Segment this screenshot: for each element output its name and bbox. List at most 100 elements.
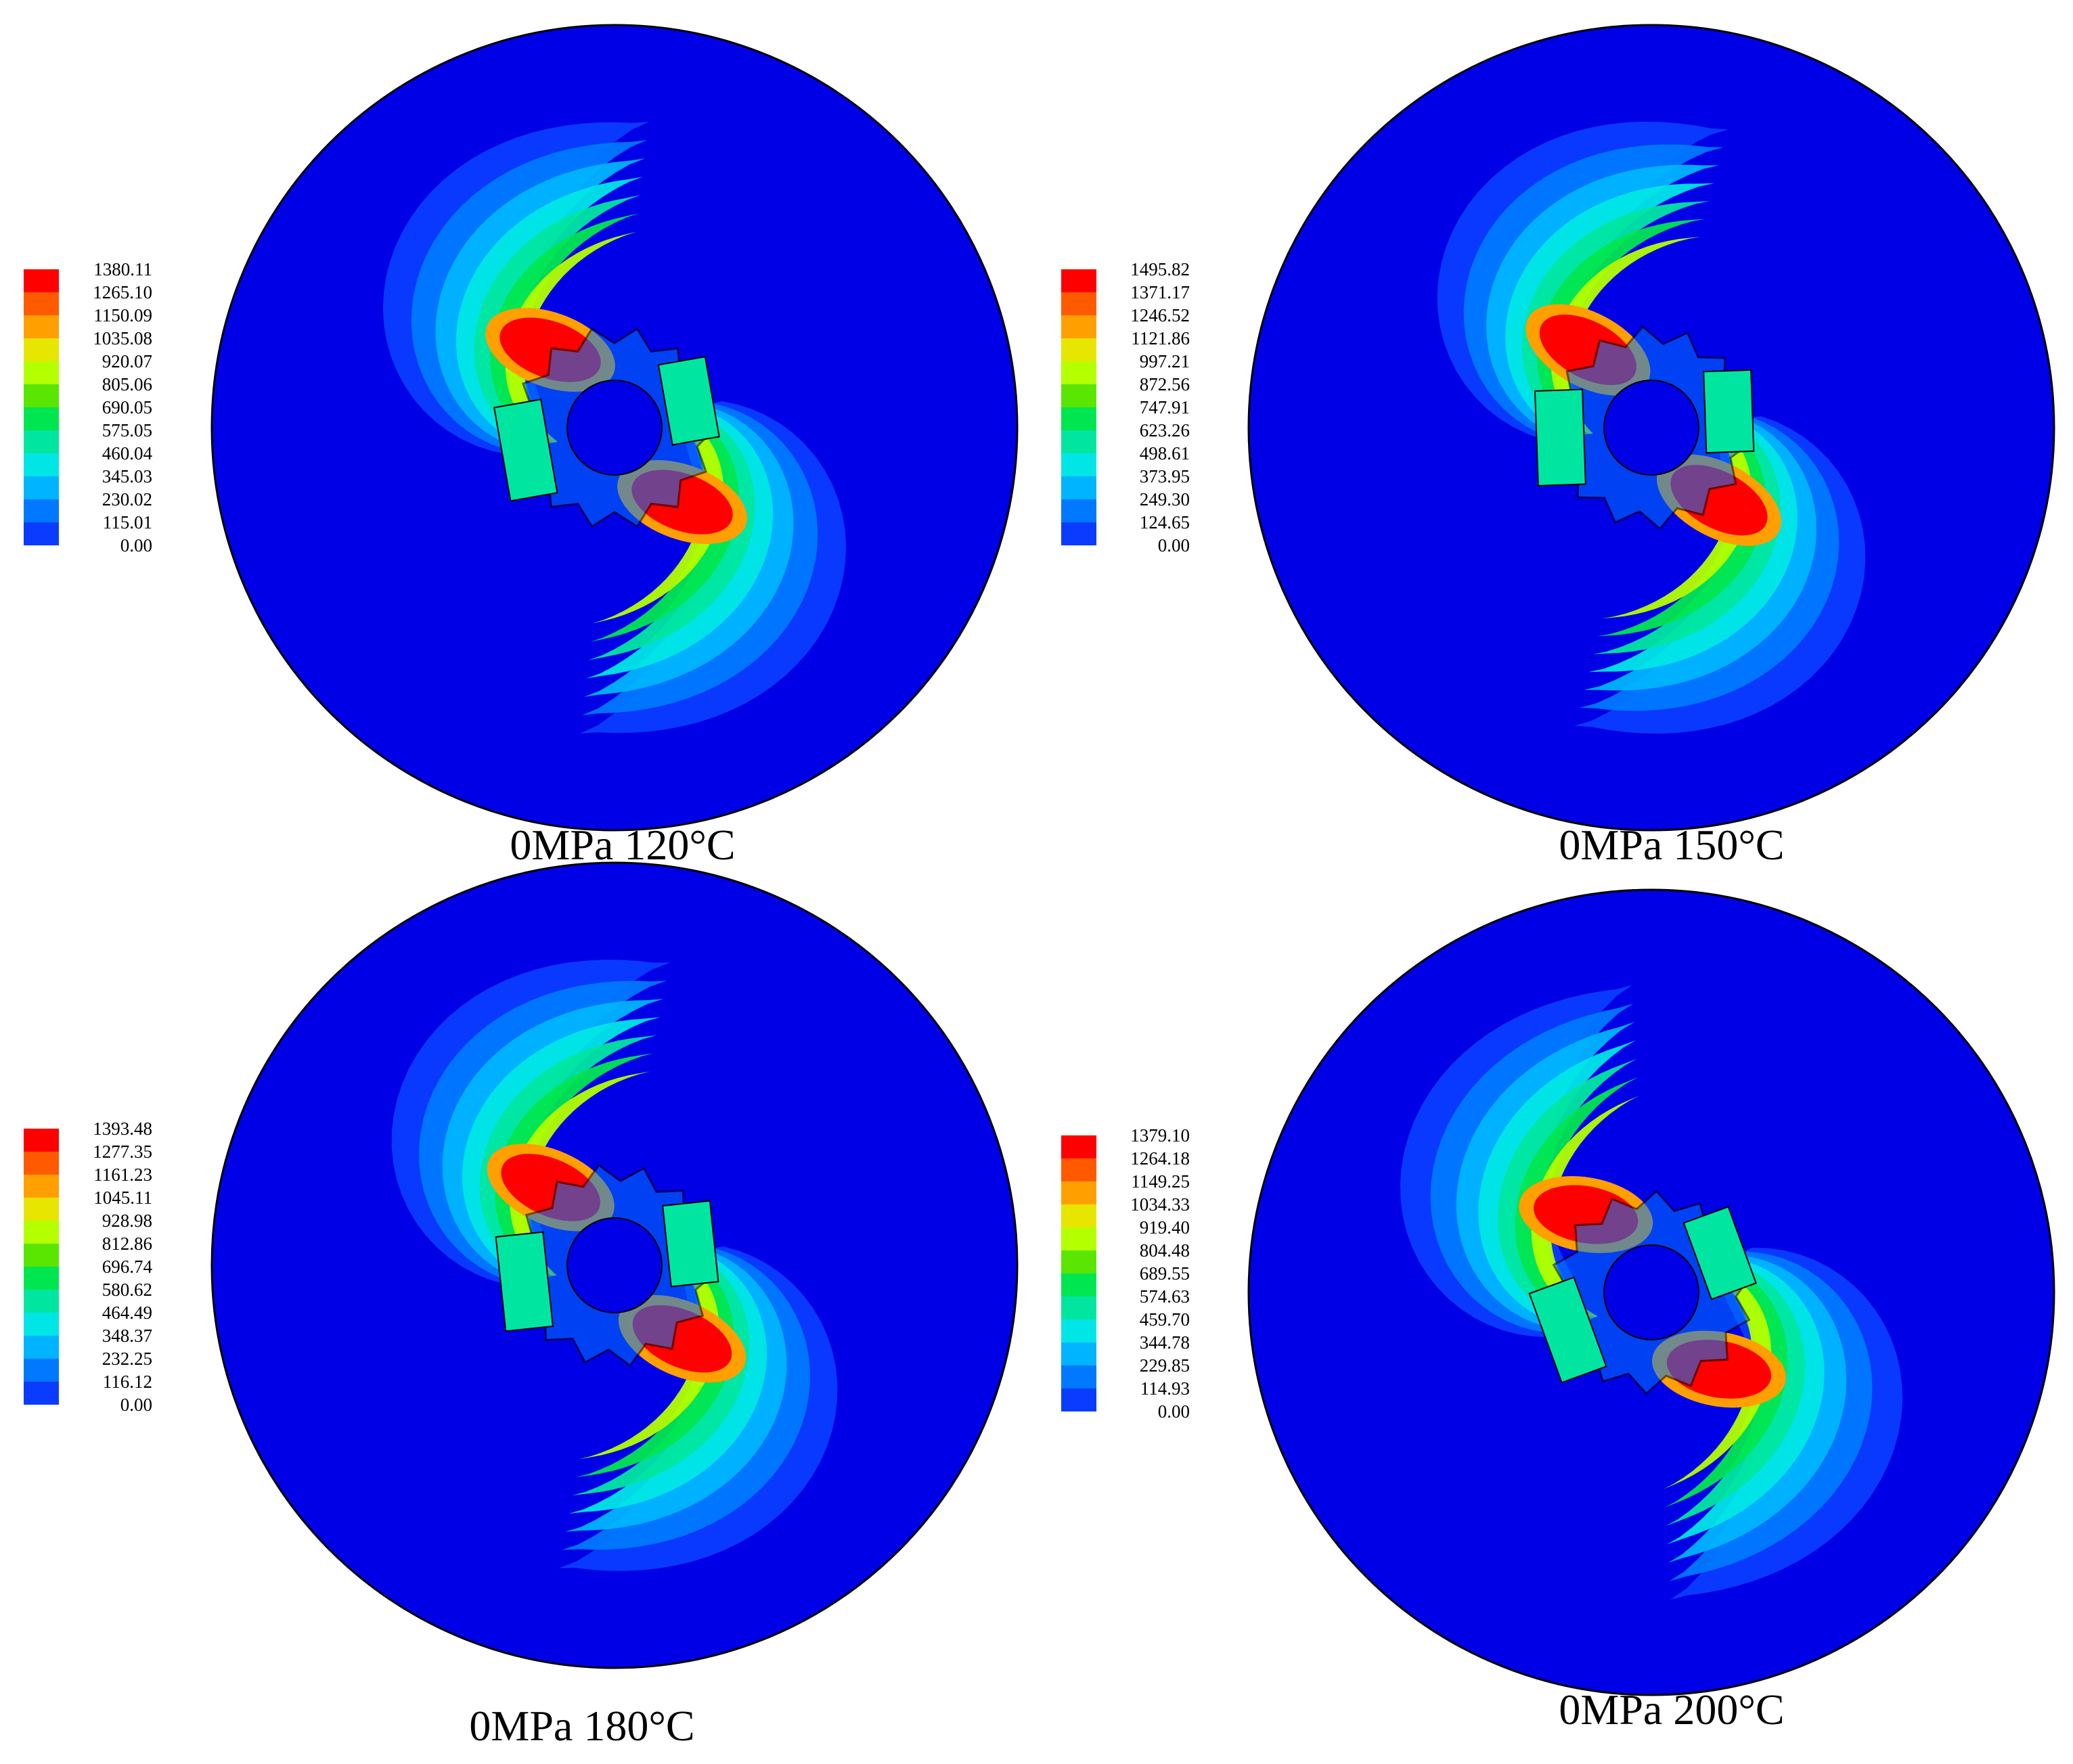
legend-label: 249.30: [1140, 489, 1190, 510]
legend: 1495.82 1371.17 1246.52 1121.86 997.21 872.56…: [1061, 259, 1190, 556]
swirl-arm-2-band: [525, 411, 739, 648]
legend-label: 1393.48: [93, 1118, 152, 1139]
swirl-arm-1-band: [505, 227, 696, 443]
legend-label: 0.00: [1158, 535, 1190, 556]
legend-label: 464.49: [102, 1303, 152, 1323]
legend-label: 459.70: [1140, 1309, 1190, 1330]
swirl-arm-1-band: [456, 170, 719, 448]
legend-swatch: [24, 1313, 59, 1336]
legend-swatch: [1061, 1227, 1096, 1250]
stress-field: [391, 958, 838, 1573]
legend-swatch: [24, 476, 59, 499]
tooth-block: [1528, 1276, 1607, 1384]
swirl-arm-2-band: [517, 409, 755, 666]
stress-field: [1437, 121, 1866, 734]
swirl-arm-1-band: [1515, 1060, 1701, 1321]
legend-label: 230.02: [102, 489, 152, 510]
legend-swatch: [24, 361, 59, 384]
legend-swatch: [24, 1175, 59, 1198]
tooth-block: [495, 1231, 554, 1332]
legend-swatch: [24, 292, 59, 315]
swirl-arm-1-band: [479, 1032, 728, 1279]
legend-label: 623.26: [1140, 420, 1190, 440]
legend-label: 344.78: [1140, 1332, 1190, 1353]
legend-swatch: [1061, 430, 1096, 453]
legend-swatch: [1061, 476, 1096, 499]
legend-label: 1277.35: [93, 1141, 152, 1162]
legend-swatch: [24, 1267, 59, 1290]
gear-bore: [566, 380, 663, 476]
tooth-block: [657, 356, 720, 446]
swirl-arm-2-band: [533, 412, 724, 629]
legend-swatch: [1061, 1204, 1096, 1227]
legend-swatch: [24, 1244, 59, 1267]
legend-swatch: [1061, 1135, 1096, 1158]
legend-label: 116.12: [103, 1372, 152, 1392]
gear-bore: [566, 1217, 663, 1313]
legend-swatch: [1061, 1365, 1096, 1388]
legend-label: 1034.33: [1130, 1194, 1190, 1215]
legend-label: 0.00: [1158, 1401, 1190, 1422]
swirl-arm-1-band: [510, 1069, 711, 1276]
stress-field: [1400, 962, 1903, 1623]
legend-label: 872.56: [1140, 374, 1190, 394]
panel-caption: 0MPa 150°C: [1559, 821, 1784, 869]
legend-swatch: [1061, 1158, 1096, 1181]
legend-swatch: [1061, 1181, 1096, 1204]
legend-swatch: [24, 1290, 59, 1313]
tooth-block: [1534, 388, 1586, 487]
swirl-arm-1-band: [495, 1050, 719, 1277]
tooth-block: [1703, 369, 1755, 454]
legend-label: 1150.09: [93, 305, 152, 325]
legend-label: 690.05: [102, 397, 152, 417]
legend-swatch: [1061, 1319, 1096, 1342]
legend-swatch: [24, 499, 59, 522]
legend-label: 1045.11: [93, 1188, 152, 1208]
legend-label: 498.61: [1140, 443, 1190, 463]
legend-swatch: [1061, 269, 1096, 292]
legend-label: 345.03: [102, 466, 152, 487]
panel-1: 1380.11 1265.10 1150.09 1035.08 920.07 805.06…: [24, 24, 1019, 869]
legend-label: 0.00: [120, 1395, 152, 1415]
swirl-arm-1-band: [474, 189, 712, 447]
legend-label: 997.21: [1140, 351, 1190, 371]
legend-swatch: [1061, 292, 1096, 315]
legend-label: 348.37: [102, 1326, 152, 1346]
legend-label: 920.07: [102, 351, 152, 371]
swirl-arm-1-band: [1531, 1081, 1697, 1318]
legend-swatch: [24, 269, 59, 292]
legend-swatch: [24, 384, 59, 407]
legend-label: 1379.10: [1130, 1125, 1190, 1146]
swirl-arm-2-band: [510, 407, 773, 685]
legend-label: 115.01: [103, 512, 152, 533]
swirl-arm-1-band: [1498, 1041, 1706, 1324]
panel-caption: 0MPa 200°C: [1559, 1686, 1784, 1734]
legend-label: 805.06: [102, 374, 152, 394]
legend-label: 574.63: [1140, 1286, 1190, 1307]
legend: 1380.11 1265.10 1150.09 1035.08 920.07 805.06…: [24, 259, 153, 556]
legend-label: 229.85: [1140, 1355, 1190, 1376]
legend-swatch: [24, 1221, 59, 1244]
legend-label: 124.65: [1140, 512, 1190, 533]
legend-swatch: [24, 338, 59, 361]
legend-swatch: [24, 522, 59, 545]
panel-4: 1379.101264.181149.251034.33919.40804.48…: [1061, 888, 2055, 1734]
gear-bore: [1603, 1244, 1699, 1340]
legend-label: 804.48: [1140, 1240, 1190, 1261]
tooth-block: [493, 399, 558, 502]
legend-swatch: [1061, 361, 1096, 384]
swirl-arm-2-band: [510, 1253, 734, 1480]
legend-swatch: [1061, 338, 1096, 361]
legend-swatch: [24, 407, 59, 430]
legend-swatch: [24, 315, 59, 338]
swirl-arm-2-band: [491, 1250, 767, 1517]
swirl-arm-2-band: [1597, 1261, 1805, 1544]
legend-swatch: [1061, 499, 1096, 522]
legend-label: 575.05: [102, 420, 152, 440]
swirl-arm-1-band: [1551, 235, 1760, 434]
swirl-arm-2-band: [1532, 420, 1766, 637]
legend-label: 460.04: [102, 443, 153, 463]
legend-swatch: [1061, 1296, 1096, 1319]
